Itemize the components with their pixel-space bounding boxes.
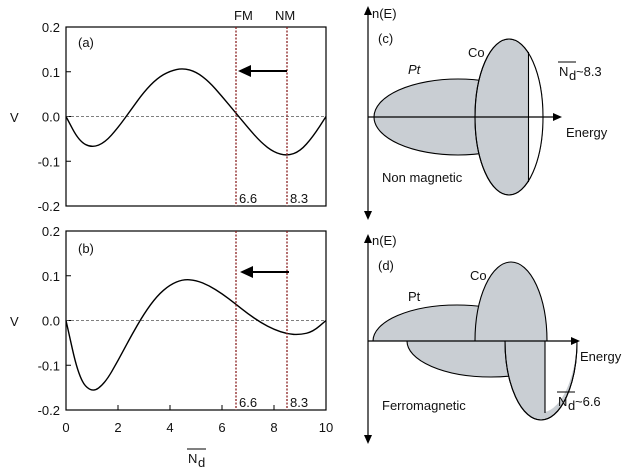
panel-d-nd-value: ~6.6 (575, 394, 601, 409)
panel-b-xlabel-sub: d (198, 455, 205, 470)
y-tick-label: -0.2 (38, 403, 60, 418)
panel-a-ylabel: V (10, 110, 19, 125)
panel-b-label: (b) (78, 241, 94, 256)
panel-d-co-label: Co (470, 268, 487, 283)
panel-b-fm-value: 6.6 (239, 395, 257, 410)
x-tick-label: 4 (166, 420, 173, 435)
panel-a: 0.2 0.1 0.0 -0.1 -0.2 (a) V 6.6 8.3 (10, 20, 327, 214)
nm-label: NM (275, 8, 295, 23)
panel-d-co-down-empty (545, 341, 577, 412)
panel-c: n(E) Energy Pt Co (c) N d ~8.3 Non magne… (364, 6, 608, 220)
panel-b-xlabel: N d (187, 448, 206, 470)
y-tick-label: -0.2 (38, 199, 60, 214)
panel-c-y-arrow (364, 6, 372, 15)
panel-d-xaxis-label: Energy (580, 349, 622, 364)
panel-d-co-down-outline (504, 340, 578, 421)
x-tick-label: 0 (62, 420, 69, 435)
panel-d-nd: N d ~6.6 (557, 391, 601, 413)
panel-c-pt-label: Pt (408, 62, 422, 77)
panel-d-yaxis-label: n(E) (372, 233, 397, 248)
panel-c-x-arrow (553, 113, 562, 121)
panel-a-fm-value: 6.6 (239, 191, 257, 206)
y-tick-label: 0.0 (42, 110, 60, 125)
panel-d-nd-sub: d (568, 398, 575, 413)
panel-a-nm-value: 8.3 (290, 191, 308, 206)
panel-d-x-arrow (571, 337, 580, 345)
y-tick-label: 0.1 (42, 269, 60, 284)
y-tick-label: 0.0 (42, 314, 60, 329)
panel-c-xaxis-label: Energy (566, 125, 608, 140)
panel-c-nd-sub: d (569, 68, 576, 83)
panel-b: 0.20.10.0-0.1-0.2 0 2 4 6 8 10 (b) V 6.6 8.3 … (10, 224, 333, 470)
x-tick-label: 8 (270, 420, 277, 435)
panel-b-series-line (65, 279, 327, 391)
y-tick-label: -0.1 (38, 358, 60, 373)
panel-b-arrow (240, 266, 289, 278)
panel-c-label: (c) (378, 31, 393, 46)
panel-d: n(E) Energy Pt Co (d) N d ~6.6 Ferromagn… (364, 233, 622, 444)
panel-d-pt-label: Pt (408, 289, 421, 304)
panel-a-arrow (238, 65, 287, 77)
panel-d-y-arrow-bottom (364, 435, 372, 444)
panel-b-x-ticks: 0 2 4 6 8 10 (62, 405, 333, 435)
panel-b-ylabel: V (10, 314, 19, 329)
panel-b-y-ticks: 0.2 0.1 0.0 -0.1 -0.2 (38, 224, 71, 418)
y-tick-label: 0.2 (42, 224, 60, 239)
panel-d-nd-symbol: N (558, 394, 567, 409)
y-tick-label: 0.2 (42, 20, 60, 35)
panel-c-y-arrow-bottom (364, 211, 372, 220)
panel-a-y-ticks: 0.2 0.1 0.0 -0.1 -0.2 (38, 20, 71, 214)
y-tick-label: -0.1 (38, 154, 60, 169)
fm-label: FM (234, 8, 253, 23)
x-tick-label: 2 (114, 420, 121, 435)
panel-d-label: (d) (378, 258, 394, 273)
panel-d-co-up (474, 261, 548, 342)
x-tick-label: 10 (319, 420, 333, 435)
panel-b-xlabel-symbol: N (188, 451, 197, 466)
panel-a-series-line (65, 68, 327, 156)
panel-c-yaxis-label: n(E) (372, 6, 397, 21)
panel-c-nd-symbol: N (559, 64, 568, 79)
panel-d-y-arrow (364, 234, 372, 243)
panel-b-nm-value: 8.3 (290, 395, 308, 410)
y-tick-label: 0.1 (42, 65, 60, 80)
panel-a-label: (a) (78, 35, 94, 50)
x-tick-label: 6 (218, 420, 225, 435)
panel-d-caption: Ferromagnetic (382, 398, 466, 413)
panel-c-caption: Non magnetic (382, 170, 463, 185)
panel-c-nd: N d ~8.3 (558, 61, 602, 83)
panel-c-nd-value: ~8.3 (576, 64, 602, 79)
panel-c-co-label: Co (468, 45, 485, 60)
